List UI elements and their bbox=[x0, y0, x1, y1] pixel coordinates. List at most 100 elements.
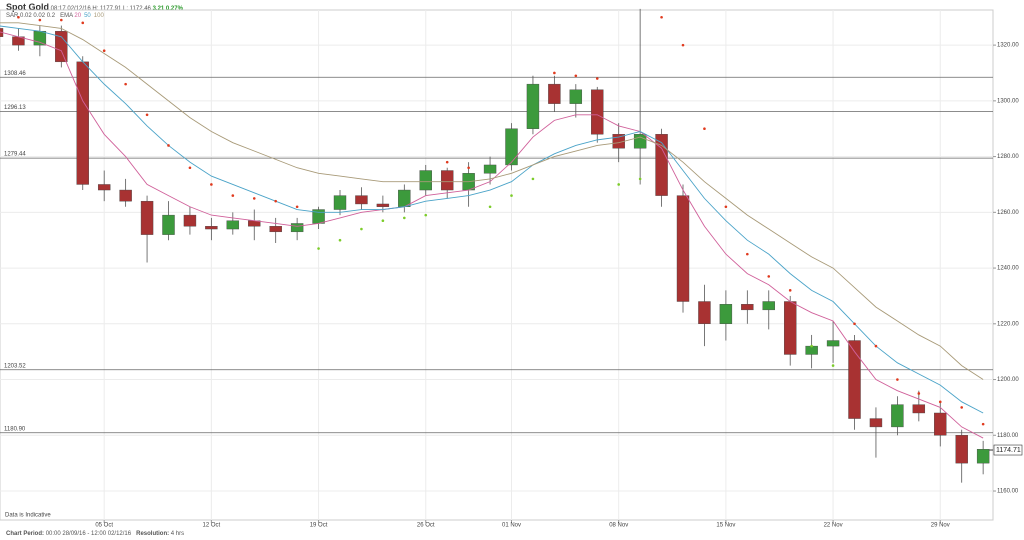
candle-body bbox=[891, 404, 904, 428]
level-label: 1180.90 bbox=[4, 426, 26, 432]
legend: 20 50 100 bbox=[74, 13, 106, 19]
sar-dot bbox=[660, 15, 663, 19]
y-tick-label: 1180.00 bbox=[997, 433, 1019, 439]
legend-entry: 50 bbox=[84, 13, 91, 19]
sar-dot bbox=[724, 205, 728, 209]
level-label: 1203.52 bbox=[4, 363, 26, 369]
y-tick-label: 1200.00 bbox=[997, 377, 1019, 383]
candle-body bbox=[655, 134, 668, 196]
sar-dot bbox=[124, 82, 127, 86]
sar-dot bbox=[510, 194, 513, 197]
sar-dot bbox=[38, 18, 42, 22]
x-tick-label: 08 Nov bbox=[609, 523, 628, 529]
candle-body bbox=[848, 340, 861, 419]
sar-dot bbox=[703, 127, 706, 131]
candle-body bbox=[698, 301, 711, 325]
sar-dot bbox=[424, 213, 428, 217]
x-tick-label: 05 Oct bbox=[95, 523, 113, 529]
sar-dot bbox=[295, 205, 299, 209]
y-tick-label: 1240.00 bbox=[997, 266, 1019, 272]
x-tick-label: 22 Nov bbox=[824, 523, 843, 529]
sar-dot bbox=[60, 18, 63, 22]
y-tick-label: 1260.00 bbox=[997, 210, 1019, 216]
sar-dot bbox=[338, 238, 342, 242]
period: 00:00 28/09/16 - 12:00 02/12/16 bbox=[45, 531, 132, 537]
candle-body bbox=[569, 89, 583, 104]
y-tick-label: 1320.00 bbox=[997, 43, 1019, 49]
candle-body bbox=[633, 134, 647, 149]
candle-body bbox=[762, 301, 775, 311]
candle-body bbox=[741, 304, 754, 311]
legend-entry: 100 bbox=[93, 13, 104, 19]
sar-dot bbox=[317, 247, 320, 250]
indicator-name: EMA bbox=[60, 13, 73, 19]
y-tick-label: 1220.00 bbox=[997, 321, 1019, 327]
sar-dot bbox=[381, 219, 385, 222]
candle-body bbox=[119, 189, 132, 202]
candle-body bbox=[355, 195, 368, 205]
candle-body bbox=[76, 61, 89, 185]
ema-line bbox=[0, 31, 984, 439]
y-tick-label: 1300.00 bbox=[997, 98, 1019, 104]
candle-body bbox=[290, 223, 304, 233]
candle-body bbox=[419, 170, 432, 191]
resolution-label: Resolution: bbox=[136, 531, 170, 537]
x-tick-label: 29 Nov bbox=[931, 523, 950, 529]
sar-dot bbox=[681, 43, 685, 47]
level-label: 1279.44 bbox=[4, 152, 26, 158]
last-price-label: 1174.71 bbox=[996, 447, 1021, 454]
sar-dot bbox=[917, 392, 921, 395]
sar-dot bbox=[767, 275, 771, 278]
indicators: SAR 0.02 0.02 0.2 EMA 20 50 100 bbox=[6, 13, 107, 19]
sar-dot bbox=[145, 113, 149, 117]
candle-body bbox=[955, 435, 968, 464]
candle-body bbox=[269, 226, 282, 233]
time: 08:17 02/12/16 bbox=[50, 6, 91, 12]
sar-dot bbox=[81, 21, 85, 25]
sar-dot bbox=[231, 194, 235, 197]
candle-body bbox=[548, 83, 561, 104]
period-label: Chart Period: bbox=[6, 531, 45, 537]
candle-body bbox=[719, 304, 733, 325]
candle-body bbox=[869, 418, 883, 428]
candle-body bbox=[97, 184, 111, 191]
sar-dot bbox=[574, 74, 578, 78]
last-price-box bbox=[993, 444, 1023, 456]
legend-entry: 20 bbox=[74, 13, 82, 19]
ema-line bbox=[0, 22, 984, 380]
candle-body bbox=[676, 195, 690, 302]
sar-dot bbox=[938, 400, 942, 404]
candle-body bbox=[912, 404, 926, 414]
sar-dot bbox=[981, 422, 985, 426]
note: Data is Indicative bbox=[5, 513, 51, 519]
low: L: 1172.46 bbox=[122, 6, 151, 12]
sar-dot bbox=[896, 378, 899, 381]
sar-dot bbox=[960, 406, 964, 409]
sar-dot bbox=[874, 344, 878, 348]
sar-dot bbox=[788, 289, 792, 292]
candle-body bbox=[483, 164, 497, 174]
x-tick-label: 01 Nov bbox=[502, 523, 521, 529]
sar-dot bbox=[274, 199, 277, 203]
candle-body bbox=[205, 226, 218, 230]
candle-body bbox=[826, 340, 840, 347]
sar-dot bbox=[210, 183, 213, 186]
resolution: 4 hrs bbox=[170, 531, 185, 537]
ema-line bbox=[0, 25, 984, 414]
sar-dot bbox=[360, 227, 363, 231]
candle-body bbox=[783, 301, 797, 355]
footer: Chart Period: 00:00 28/09/16 - 12:00 02/… bbox=[6, 531, 184, 537]
title: Spot Gold bbox=[6, 2, 49, 12]
sar-dot bbox=[831, 364, 835, 367]
x-tick-label: 26 Oct bbox=[417, 523, 435, 529]
high: H: 1177.91 bbox=[92, 6, 122, 12]
sar-dot bbox=[445, 160, 449, 164]
candle-body bbox=[934, 412, 947, 436]
sar-dot bbox=[595, 77, 599, 80]
candle-body bbox=[976, 449, 990, 464]
candle-body bbox=[55, 30, 68, 63]
x-tick-label: 19 Oct bbox=[310, 523, 328, 529]
y-tick-label: 1280.00 bbox=[997, 154, 1019, 160]
y-tick-label: 1160.00 bbox=[997, 489, 1019, 495]
